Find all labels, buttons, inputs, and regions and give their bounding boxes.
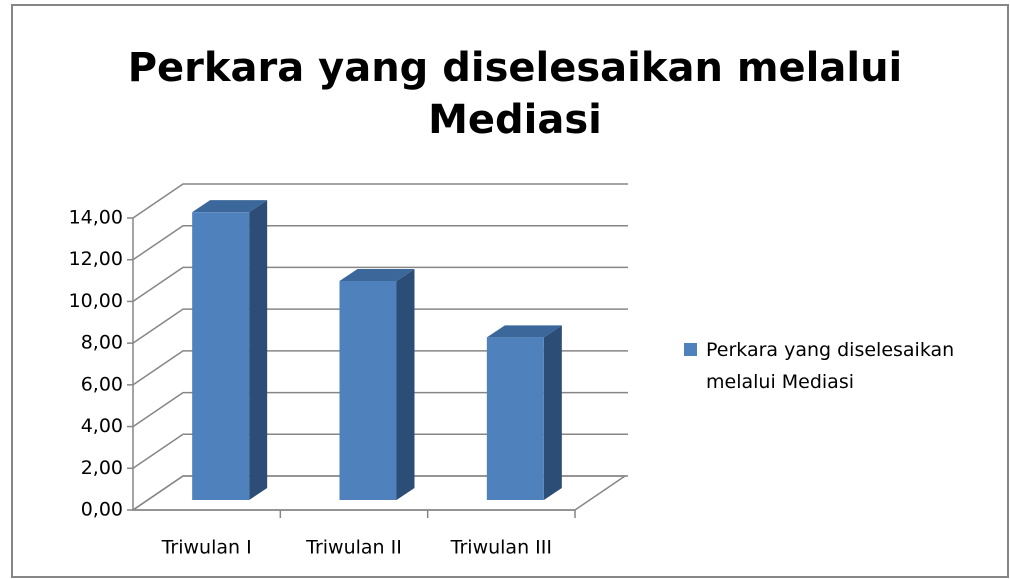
grid-line: [132, 475, 628, 511]
y-tick-label: 12,00: [69, 248, 123, 270]
y-tick-label: 8,00: [81, 332, 123, 354]
y-tick-label: 10,00: [69, 290, 123, 312]
bar-top: [192, 200, 268, 213]
bar-front: [339, 281, 397, 500]
grid-line: [132, 224, 628, 261]
bar: [192, 200, 268, 500]
bar-top: [486, 325, 562, 338]
y-tick-label: 6,00: [81, 373, 123, 395]
x-tick-label: Triwulan II: [305, 537, 402, 559]
grid-line: [132, 433, 628, 469]
bar-side: [543, 325, 562, 500]
bar-front: [192, 212, 250, 500]
legend-swatch: [684, 343, 697, 356]
y-tick-label: 0,00: [81, 499, 123, 521]
chart-title: Perkara yang diselesaikan melalui Mediasi: [128, 45, 903, 143]
bar-side: [396, 269, 415, 500]
y-tick-label: 14,00: [69, 207, 123, 229]
x-tick-label: Triwulan I: [161, 537, 252, 559]
bar-front: [486, 337, 544, 500]
grid-line: [132, 308, 628, 344]
bar-top: [339, 269, 415, 281]
legend-label: Perkara yang diselesaikan melalui Mediasi: [706, 339, 954, 393]
bar: [486, 325, 562, 500]
grid-line: [132, 266, 628, 303]
x-tick-label: Triwulan III: [450, 537, 552, 559]
y-tick-label: 2,00: [81, 457, 123, 479]
bar-side: [249, 200, 268, 500]
y-tick-label: 4,00: [81, 415, 123, 437]
grid-line: [132, 350, 628, 386]
grid-line: [132, 183, 628, 219]
bar: [339, 269, 415, 500]
grid-line: [132, 391, 628, 428]
